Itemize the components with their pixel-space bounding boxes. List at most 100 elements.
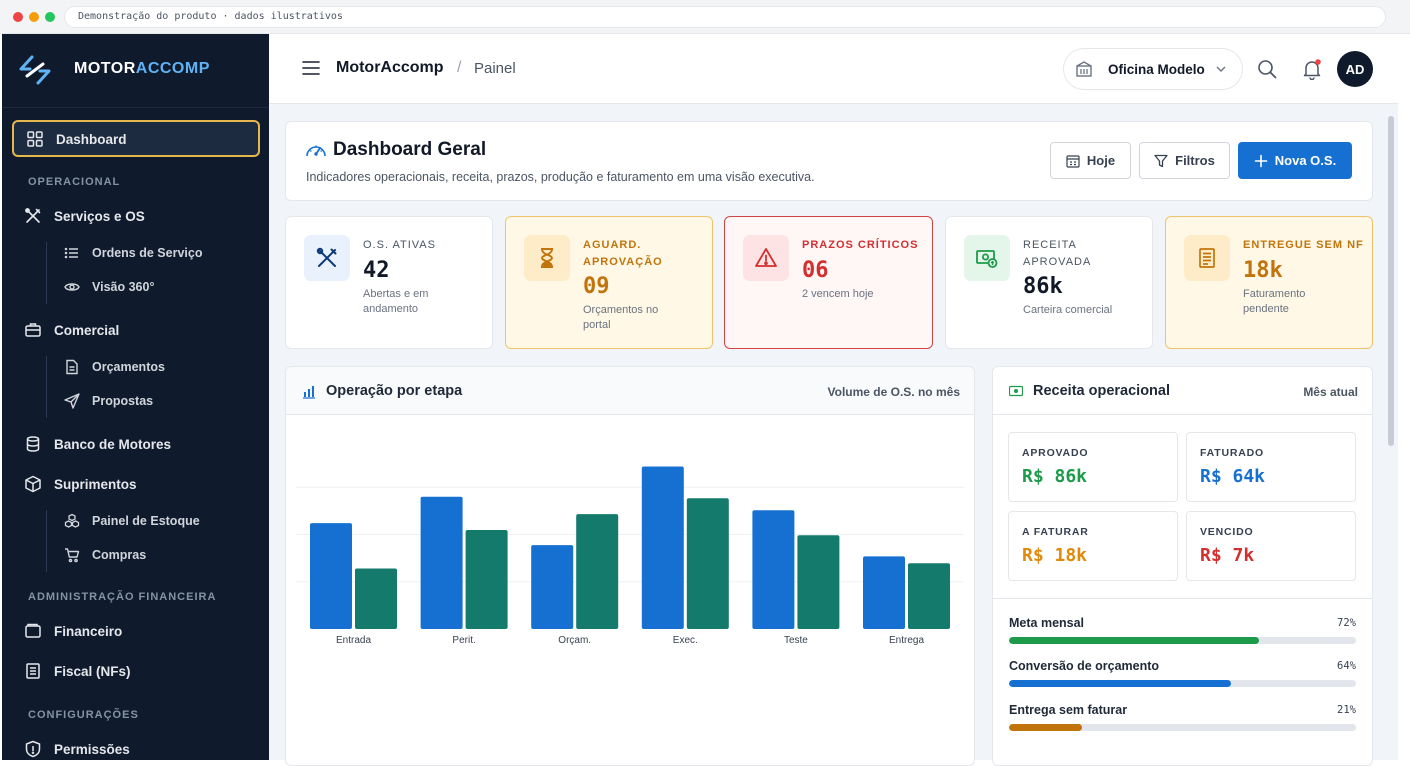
chart-bar[interactable] [863, 556, 905, 629]
chart-bar[interactable] [686, 498, 729, 629]
sidebar-item-fiscal[interactable]: Fiscal (NFs) [24, 656, 131, 686]
revenue-box-approved[interactable]: APROVADO R$ 86k [1008, 432, 1178, 502]
chart-bar[interactable] [531, 545, 574, 629]
close-window-dot[interactable] [13, 12, 23, 22]
today-label: Hoje [1086, 153, 1116, 168]
kpi-label: RECEITA [1023, 239, 1077, 251]
sidebar-item-orcamentos[interactable]: Orçamentos [64, 356, 165, 378]
chart-bar[interactable] [752, 510, 795, 629]
chart-bar[interactable] [641, 466, 684, 629]
sidebar-item-label: Dashboard [56, 131, 127, 147]
tools-icon [25, 208, 41, 223]
progress-fill-unbilled [1009, 724, 1082, 731]
metric-name: Meta mensal [1009, 616, 1085, 630]
sidebar-item-comercial[interactable]: Comercial [24, 315, 119, 345]
breadcrumb-page: Painel [474, 60, 516, 77]
main-content: Dashboard Geral Indicadores operacionais… [269, 104, 1398, 766]
divider [993, 598, 1372, 599]
avatar[interactable]: AD [1337, 51, 1373, 87]
kpi-sub: 2 vencem hoje [802, 288, 874, 300]
sidebar-item-label: Fiscal (NFs) [54, 663, 131, 679]
chart-bar[interactable] [310, 523, 352, 629]
minimize-window-dot[interactable] [29, 12, 39, 22]
revenue-box-billed[interactable]: FATURADO R$ 64k [1186, 432, 1356, 502]
sidebar-item-visao[interactable]: Visão 360° [64, 276, 154, 298]
revenue-box-overdue[interactable]: VENCIDO R$ 7k [1186, 511, 1356, 581]
logo-icon [19, 55, 51, 85]
sidebar-item-servicos[interactable]: Serviços e OS [24, 201, 145, 231]
sidebar-item-label: Banco de Motores [54, 436, 172, 452]
revenue-box-label: VENCIDO [1200, 526, 1254, 538]
kpi-card-awaiting-approval[interactable]: AGUARD. APROVAÇÃO 09 Orçamentos no porta… [505, 216, 713, 349]
maximize-window-dot[interactable] [45, 12, 55, 22]
chart-bar[interactable] [420, 496, 463, 629]
chart-bar[interactable] [465, 529, 508, 629]
metric-name: Conversão de orçamento [1009, 659, 1160, 673]
kpi-card-approved-revenue[interactable]: RECEITA APROVADA 86k Carteira comercial [945, 216, 1153, 349]
menu-icon[interactable] [302, 60, 320, 76]
kpi-icon-box [743, 235, 789, 281]
bell-icon[interactable] [1301, 58, 1323, 80]
chart-bar[interactable] [576, 514, 619, 629]
chart-bar[interactable] [797, 535, 840, 629]
today-button[interactable]: Hoje [1050, 142, 1131, 179]
sidebar-item-suprimentos[interactable]: Suprimentos [24, 469, 137, 499]
sidebar-item-compras[interactable]: Compras [64, 544, 146, 566]
sidebar-item-estoque[interactable]: Painel de Estoque [64, 510, 200, 532]
page-scrollbar[interactable] [1388, 116, 1394, 446]
chart-title: Operação por etapa [326, 383, 463, 399]
breadcrumb-app[interactable]: MotorAccomp [336, 59, 444, 76]
sidebar-item-label: Orçamentos [92, 360, 165, 374]
brand-name-first: MOTOR [74, 60, 136, 77]
filters-label: Filtros [1175, 153, 1215, 168]
kpi-value: 09 [583, 274, 610, 299]
x-tick-label: Perit. [452, 635, 475, 646]
kpi-sub: Abertas e em [363, 288, 429, 300]
progress-fill-conversion [1009, 680, 1232, 687]
gauge-icon [306, 145, 326, 157]
receipt-icon [26, 663, 40, 679]
address-bar[interactable]: Demonstração do produto · dados ilustrat… [64, 6, 1386, 28]
kpi-icon-box [964, 235, 1010, 281]
sidebar-item-label: Financeiro [54, 623, 123, 639]
building-icon [1076, 61, 1092, 77]
sidebar-item-financeiro[interactable]: Financeiro [24, 616, 122, 646]
new-os-button[interactable]: Nova O.S. [1238, 142, 1352, 179]
sidebar-item-label: Suprimentos [54, 476, 137, 492]
page-title: Dashboard Geral [333, 139, 487, 160]
metric-name: Entrega sem faturar [1009, 703, 1128, 717]
sidebar-item-label: Propostas [92, 394, 154, 408]
sidebar-item-banco[interactable]: Banco de Motores [24, 429, 171, 459]
metric-percent: 64% [1337, 660, 1356, 672]
kpi-sub: pendente [1243, 303, 1289, 315]
kpi-value: 42 [363, 258, 390, 283]
hourglass-icon [541, 248, 553, 268]
sidebar-item-dashboard[interactable] [12, 120, 260, 157]
revenue-title: Receita operacional [1033, 383, 1170, 399]
sidebar-item-ordens[interactable]: Ordens de Serviço [64, 242, 202, 264]
kpi-card-delivered-without-nf[interactable]: ENTREGUE SEM NF 18k Faturamento pendente [1165, 216, 1373, 349]
database-icon [26, 436, 40, 452]
chart-bar[interactable] [908, 563, 950, 629]
kpi-icon-box [1184, 235, 1230, 281]
kpi-card-critical-deadlines[interactable]: PRAZOS CRÍTICOS 06 2 vencem hoje [724, 216, 933, 349]
brand-name: MOTORACCOMP [74, 60, 210, 78]
sidebar-item-label: Compras [92, 548, 147, 562]
filters-button[interactable]: Filtros [1139, 142, 1230, 179]
search-icon[interactable] [1257, 59, 1277, 79]
chart-panel: Operação por etapa Volume de O.S. no mês… [285, 366, 975, 766]
revenue-box-to-bill[interactable]: A FATURAR R$ 18k [1008, 511, 1178, 581]
section-config: CONFIGURAÇÕES [28, 709, 139, 721]
x-tick-label: Entrega [889, 635, 924, 646]
sidebar-item-dashboard-content[interactable]: Dashboard [26, 124, 127, 154]
revenue-panel: Receita operacional Mês atual APROVADO R… [992, 366, 1373, 766]
kpi-card-active-os[interactable]: O.S. ATIVAS 42 Abertas e em andamento [285, 216, 493, 349]
section-operacional: OPERACIONAL [28, 176, 121, 188]
revenue-box-label: FATURADO [1200, 447, 1264, 459]
new-os-label: Nova O.S. [1274, 153, 1337, 168]
sidebar-item-propostas[interactable]: Propostas [64, 390, 153, 412]
kpi-sub: portal [583, 319, 611, 331]
sidebar-item-permissoes[interactable]: Permissões [24, 734, 130, 760]
workshop-selector[interactable]: Oficina Modelo [1063, 48, 1243, 90]
chart-bar[interactable] [355, 568, 397, 629]
